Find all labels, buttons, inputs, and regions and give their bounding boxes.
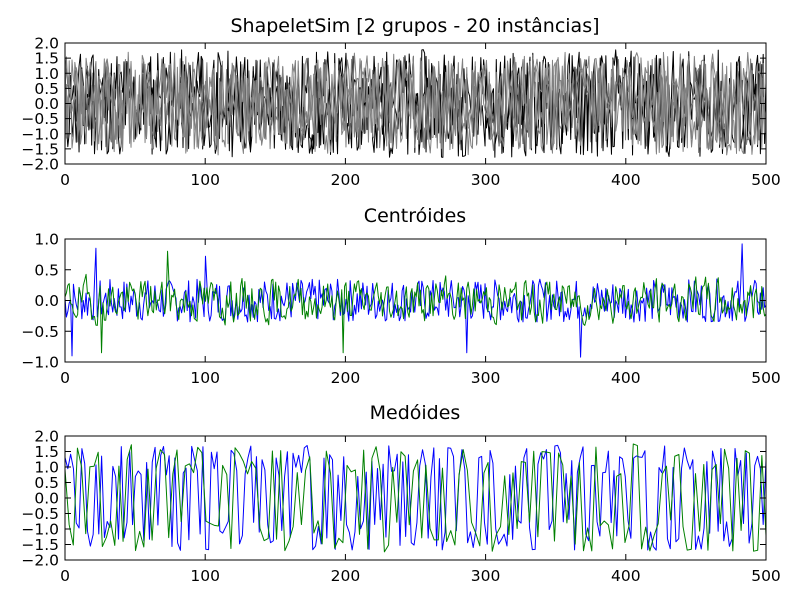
y-tick-label: 1.5 bbox=[34, 443, 59, 461]
y-tick-label: 1.5 bbox=[34, 50, 59, 68]
y-tick-label: 0.0 bbox=[34, 490, 59, 508]
series-line-2 bbox=[65, 443, 766, 553]
y-tick-label: −2.0 bbox=[21, 552, 59, 570]
x-tick-label: 500 bbox=[751, 369, 781, 387]
x-tick-label: 100 bbox=[190, 369, 220, 387]
series-line-5 bbox=[65, 57, 766, 150]
y-tick-label: −1.0 bbox=[21, 125, 59, 143]
x-tick-label: 200 bbox=[331, 171, 361, 189]
x-tick-label: 200 bbox=[331, 369, 361, 387]
series-group bbox=[65, 243, 766, 358]
series-group bbox=[65, 443, 766, 553]
x-tick-label: 400 bbox=[611, 369, 641, 387]
y-tick-label: −2.0 bbox=[21, 156, 59, 174]
x-tick-label: 300 bbox=[471, 369, 501, 387]
chart-plot-area: 0 100 200 300 400 5002.01.51.00.50.0−0.5−1.0−… bbox=[21, 35, 781, 190]
y-tick-label: 2.0 bbox=[34, 428, 59, 446]
x-tick-label: 500 bbox=[751, 567, 781, 585]
series-line-4 bbox=[65, 51, 766, 156]
chart-title: Centróides bbox=[363, 205, 467, 227]
y-tick-label: 1.0 bbox=[34, 231, 59, 249]
y-tick-label: 0.0 bbox=[34, 292, 59, 310]
y-tick-label: 0.0 bbox=[34, 95, 59, 113]
y-tick-label: 1.0 bbox=[34, 65, 59, 83]
x-tick-label: 300 bbox=[471, 567, 501, 585]
y-tick-label: −1.0 bbox=[21, 354, 59, 372]
x-tick-label: 0 bbox=[60, 567, 70, 585]
x-tick-label: 400 bbox=[611, 171, 641, 189]
y-tick-label: −1.0 bbox=[21, 521, 59, 539]
y-tick-label: −0.5 bbox=[21, 323, 59, 341]
series-line-1 bbox=[65, 444, 766, 551]
x-tick-label: 300 bbox=[471, 171, 501, 189]
series-group bbox=[65, 49, 766, 158]
series-line-1 bbox=[65, 243, 766, 358]
y-tick-label: 1.0 bbox=[34, 459, 59, 477]
x-tick-label: 0 bbox=[60, 171, 70, 189]
y-tick-label: 0.5 bbox=[34, 474, 59, 492]
x-tick-label: 500 bbox=[751, 171, 781, 189]
x-tick-label: 100 bbox=[190, 567, 220, 585]
y-tick-label: 0.5 bbox=[34, 261, 59, 279]
subplot-shapeletsim: ShapeletSim [2 grupos - 20 instâncias] 0… bbox=[0, 0, 800, 200]
y-tick-label: −0.5 bbox=[21, 110, 59, 128]
x-tick-label: 200 bbox=[331, 567, 361, 585]
x-tick-label: 100 bbox=[190, 171, 220, 189]
chart-title: ShapeletSim [2 grupos - 20 instâncias] bbox=[230, 15, 600, 37]
series-line-2 bbox=[65, 51, 766, 156]
chart-plot-area: 0 100 200 300 400 5002.01.51.00.50.0−0.5−1.0−… bbox=[21, 428, 781, 586]
y-tick-label: −1.5 bbox=[21, 140, 59, 158]
y-tick-label: 0.5 bbox=[34, 80, 59, 98]
subplot-medoides: Medóides 0 100 200 300 400 500 2.0 1.5 1.0 0.5 0.0… bbox=[0, 393, 800, 593]
subplot-centroides: Centróides 0 100 200 300 400 500 1.0 0.5 0.0 −0.5… bbox=[0, 196, 800, 396]
y-tick-label: 2.0 bbox=[34, 35, 59, 53]
y-tick-label: −0.5 bbox=[21, 505, 59, 523]
x-tick-label: 400 bbox=[611, 567, 641, 585]
chart-plot-area: 0 100 200 300 400 500 1.0 0.5 0.0 −0.5 −1.0 bbox=[21, 231, 781, 388]
chart-title: Medóides bbox=[369, 402, 461, 424]
y-tick-label: −1.5 bbox=[21, 536, 59, 554]
x-tick-label: 0 bbox=[60, 369, 70, 387]
series-line-2 bbox=[65, 250, 766, 354]
